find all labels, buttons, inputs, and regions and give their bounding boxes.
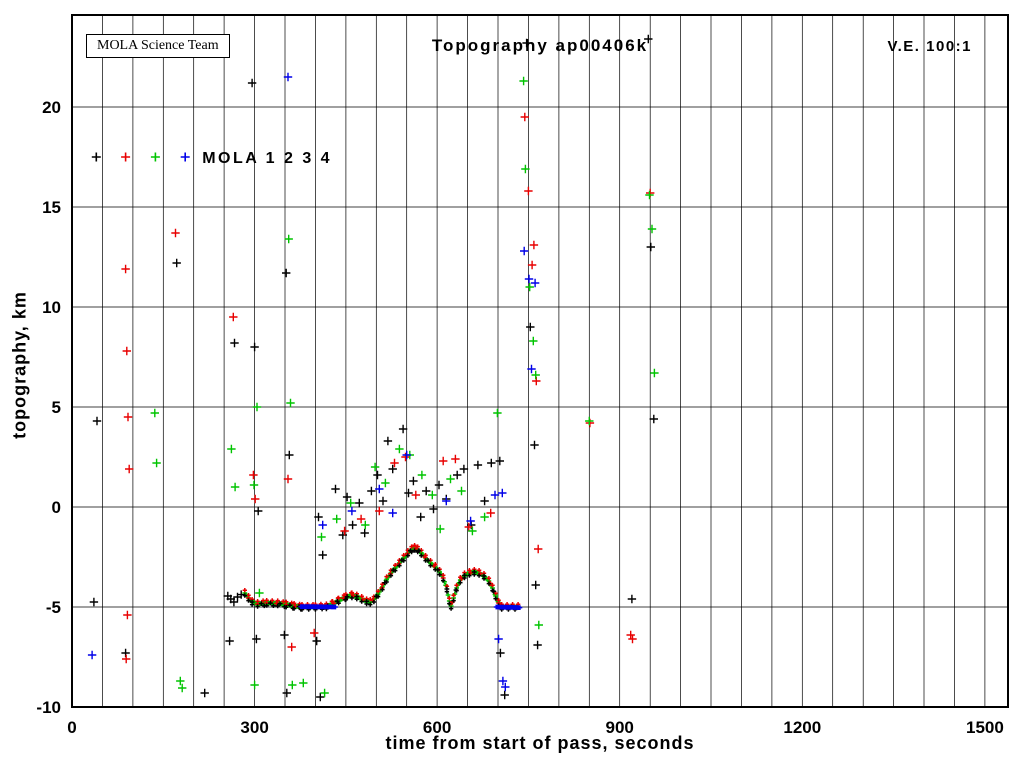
legend-label: MOLA 1 2 3 4 [202, 150, 332, 167]
svg-text:0: 0 [52, 498, 61, 517]
svg-text:1500: 1500 [966, 718, 1004, 737]
y-axis-label: topography, km [9, 291, 30, 439]
vertical-exaggeration-label: V.E. 100:1 [887, 38, 972, 55]
svg-text:1200: 1200 [783, 718, 821, 737]
series-mola-1 [89, 34, 658, 702]
svg-text:5: 5 [52, 398, 61, 417]
gridlines [71, 15, 1008, 708]
tick-labels: 0 300 600 900 1200 1500 -10 -5 0 5 10 15 20 [36, 98, 1003, 737]
svg-text:300: 300 [240, 718, 268, 737]
svg-text:-5: -5 [46, 598, 61, 617]
svg-text:900: 900 [606, 718, 634, 737]
chart-title: Topography ap00406k [431, 36, 649, 55]
svg-text:15: 15 [42, 198, 61, 217]
plot-frame [71, 14, 1009, 708]
svg-text:20: 20 [42, 98, 61, 117]
svg-text:600: 600 [423, 718, 451, 737]
svg-text:0: 0 [67, 718, 76, 737]
scatter-points [87, 34, 659, 702]
x-axis-label: time from start of pass, seconds [385, 733, 695, 753]
legend [91, 152, 190, 162]
series-mola-4 [87, 72, 540, 692]
svg-text:-10: -10 [36, 698, 61, 717]
credit-box: MOLA Science Team [86, 34, 230, 58]
svg-text:10: 10 [42, 298, 61, 317]
credit-label: MOLA Science Team [97, 38, 219, 53]
series-mola-3 [150, 76, 659, 698]
ground-track [242, 543, 523, 612]
